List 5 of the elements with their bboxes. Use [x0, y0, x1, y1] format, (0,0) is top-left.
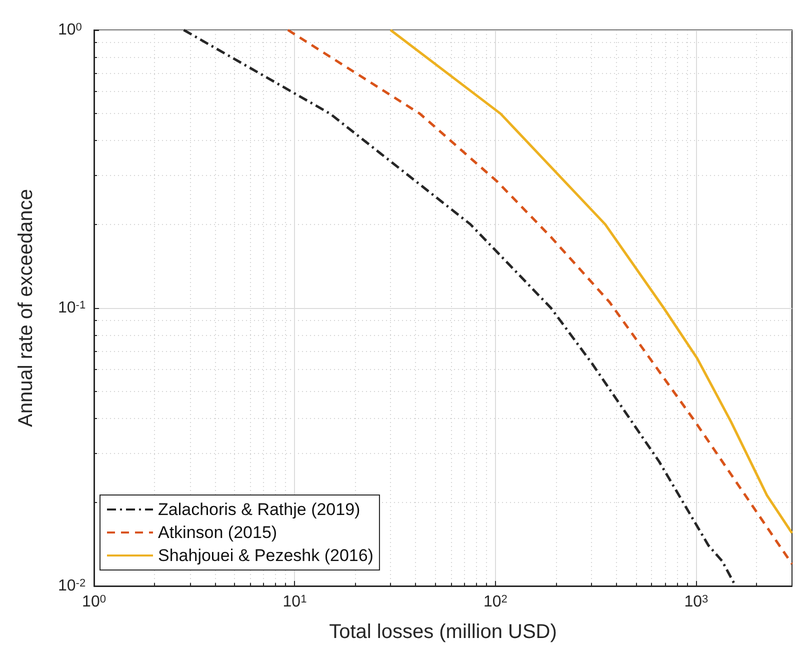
legend-label: Shahjouei & Pezeshk (2016)	[158, 546, 374, 565]
y-axis-title: Annual rate of exceedance	[15, 189, 37, 427]
legend-label: Atkinson (2015)	[158, 523, 278, 542]
x-axis-title: Total losses (million USD)	[329, 621, 557, 643]
legend-label: Zalachoris & Rathje (2019)	[158, 500, 360, 519]
